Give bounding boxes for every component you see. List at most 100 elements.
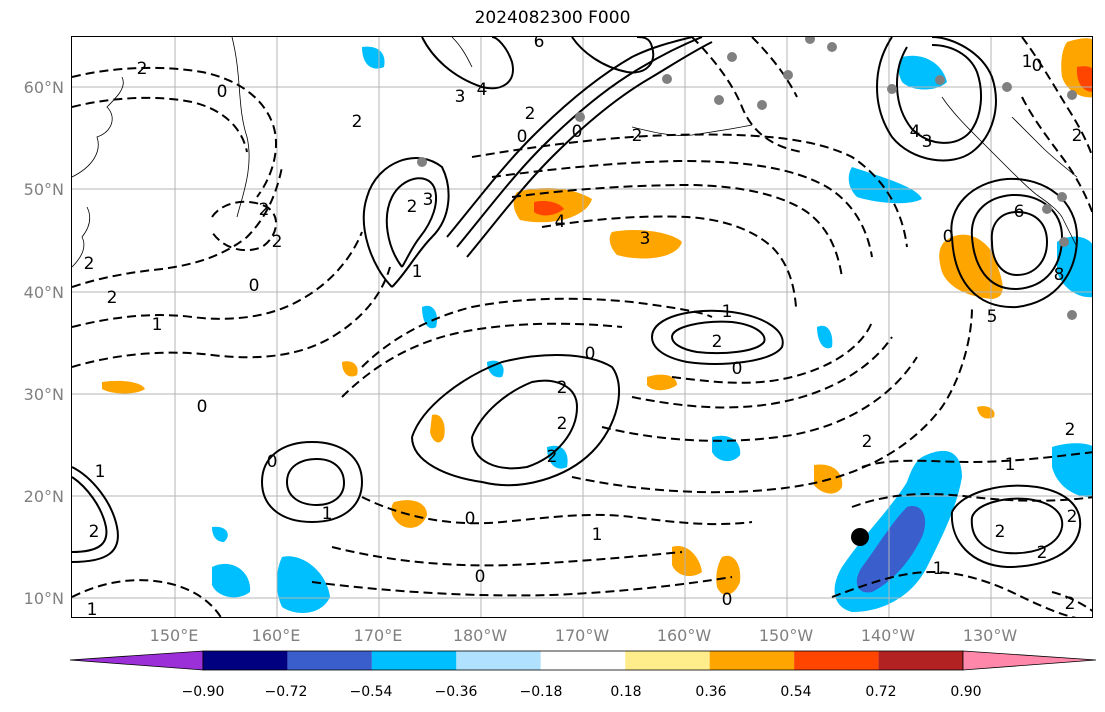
coastlines <box>72 37 1078 268</box>
colorbar-tick: −0.72 <box>264 684 308 700</box>
lon-label-150e: 150°E <box>149 626 199 645</box>
lon-label-150w: 150°W <box>758 626 814 645</box>
colorbar-tick: −0.90 <box>181 684 225 700</box>
station-marker <box>1042 204 1052 214</box>
contour-label: 2 <box>1067 507 1078 527</box>
cool-region <box>212 526 228 542</box>
lon-label-170e: 170°E <box>353 626 403 645</box>
map-title: 2024082300 F000 <box>474 8 631 28</box>
station-marker <box>1067 310 1077 320</box>
colorbar-tick: −0.54 <box>349 684 393 700</box>
contour-label: 2 <box>995 522 1006 542</box>
warm-region <box>647 374 677 391</box>
storm-center-marker <box>851 528 869 546</box>
contour-label: 3 <box>922 132 933 152</box>
map-canvas: 6 2 3 4 2 0 0 2 2 0 4 3 2 3 2 1 2 0 1 2 … <box>72 37 1092 618</box>
warm-region <box>102 380 145 394</box>
lon-label-180w: 180°W <box>452 626 508 645</box>
contour-label: 1 <box>592 525 603 545</box>
colorbar <box>69 650 1097 671</box>
map-panel: 6 2 3 4 2 0 0 2 2 0 4 3 2 3 2 1 2 0 1 2 … <box>71 36 1093 618</box>
colorbar-tick: −0.36 <box>434 684 478 700</box>
lon-label-160e: 160°E <box>251 626 301 645</box>
contour-label: 0 <box>475 567 486 587</box>
lat-label-50n: 50°N <box>23 180 64 199</box>
station-marker <box>757 100 767 110</box>
cool-region <box>487 360 504 378</box>
contour-label: 0 <box>1032 56 1043 76</box>
station-marker <box>727 52 737 62</box>
contour-label: 2 <box>557 414 568 434</box>
contour-label: 4 <box>910 122 921 142</box>
contour-label: 2 <box>632 126 643 146</box>
colorbar-tick: −0.18 <box>519 684 563 700</box>
station-marker <box>887 84 897 94</box>
contour-label: 0 <box>943 227 954 247</box>
station-marker <box>1059 237 1069 247</box>
solid-contours <box>72 37 1082 569</box>
cool-region <box>362 46 385 69</box>
contour-label: 4 <box>477 80 488 100</box>
colorbar-tick: 0.18 <box>610 684 642 700</box>
contour-label: 6 <box>534 37 545 52</box>
contour-label: 1 <box>412 262 423 282</box>
contour-label: 1 <box>322 504 333 524</box>
cool-region <box>1057 236 1092 298</box>
contour-label: 6 <box>1014 202 1025 222</box>
lon-label-140w: 140°W <box>860 626 916 645</box>
colorbar-segment <box>794 651 879 670</box>
contour-label: 0 <box>249 276 260 296</box>
contour-label: 4 <box>555 212 566 232</box>
warm-region <box>430 414 445 443</box>
station-marker <box>662 74 672 84</box>
lat-label-60n: 60°N <box>23 78 64 97</box>
grid-lines <box>72 37 1092 617</box>
hot-region <box>1076 66 1092 92</box>
colorbar-segment <box>371 651 457 670</box>
contour-label: 2 <box>547 447 558 467</box>
cold-region <box>856 506 926 593</box>
contour-label: 2 <box>107 288 118 308</box>
station-marker <box>1057 192 1067 202</box>
contour-label: 2 <box>1037 543 1048 563</box>
colorbar-segment <box>203 651 288 670</box>
colorbar-tick: 0.90 <box>950 684 982 700</box>
contour-label: 1 <box>933 559 944 579</box>
contour-label: 1 <box>87 600 98 618</box>
warm-region <box>939 234 1003 299</box>
cool-region <box>212 563 251 598</box>
cool-region <box>547 445 568 469</box>
contour-label: 2 <box>1065 594 1076 614</box>
contour-label: 0 <box>217 82 228 102</box>
contour-label: 2 <box>89 522 100 542</box>
contour-label: 3 <box>640 229 651 249</box>
cool-region <box>848 167 922 204</box>
contour-label: 3 <box>455 87 466 107</box>
station-marker <box>1067 90 1077 100</box>
contour-label: 1 <box>95 462 106 482</box>
colorbar-extend-max <box>962 650 1097 671</box>
contour-label: 2 <box>137 59 148 79</box>
lon-label-170w: 170°W <box>554 626 610 645</box>
contour-label: 0 <box>585 344 596 364</box>
contour-label: 2 <box>259 200 270 220</box>
colorbar-segment <box>540 651 626 670</box>
contour-labels: 6 2 3 4 2 0 0 2 2 0 4 3 2 3 2 1 2 0 1 2 … <box>84 37 1083 618</box>
colorbar-segment <box>709 651 795 670</box>
contour-label: 1 <box>152 315 163 335</box>
station-marker <box>827 42 837 52</box>
hot-region <box>534 200 564 216</box>
station-marker <box>575 112 585 122</box>
colorbar-segment <box>878 651 963 670</box>
contour-label: 2 <box>525 104 536 124</box>
contour-label: 2 <box>712 332 723 352</box>
colorbar-segment <box>456 651 541 670</box>
cool-region <box>1052 443 1092 498</box>
cool-region <box>712 435 741 462</box>
cool-region <box>898 55 947 90</box>
station-marker <box>417 157 427 167</box>
contour-label: 0 <box>465 509 476 529</box>
contour-label: 3 <box>423 190 434 210</box>
station-marker <box>714 95 724 105</box>
station-marker <box>783 70 793 80</box>
